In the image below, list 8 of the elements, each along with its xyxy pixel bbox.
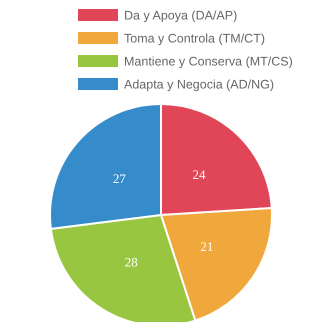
data-label: 21: [200, 238, 214, 254]
data-label: 24: [192, 167, 206, 182]
data-label: 28: [124, 254, 138, 270]
legend-label: Mantiene y Conserva (MT/CS): [124, 54, 293, 68]
legend-label: Toma y Controla (TM/CT): [124, 32, 265, 46]
data-label: 27: [112, 170, 126, 186]
legend-label: Da y Apoya (DA/AP): [124, 8, 238, 22]
legend-label: Adapta y Negocia (AD/NG): [124, 78, 274, 92]
